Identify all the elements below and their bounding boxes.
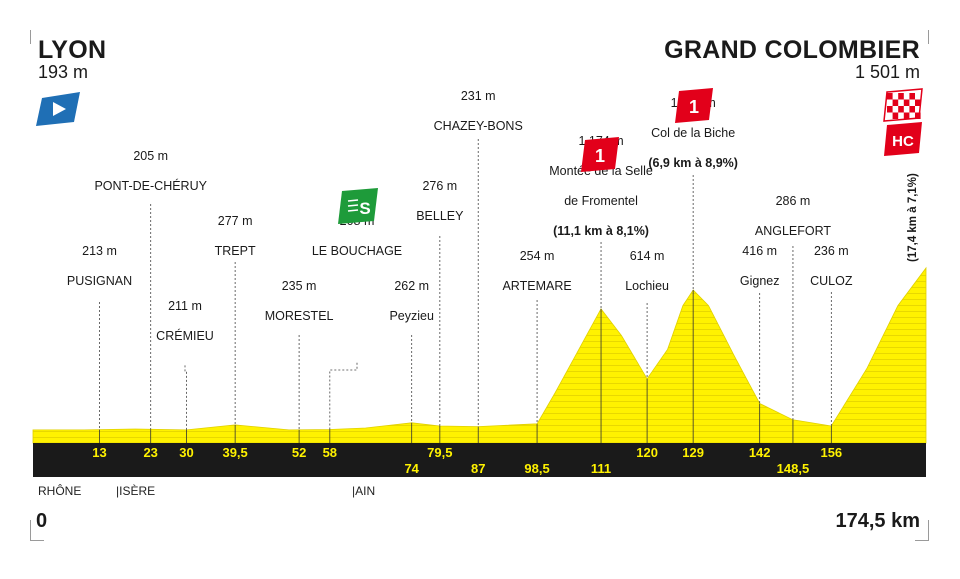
climb-badge-label: 1	[595, 146, 605, 166]
frame-right-bottom	[928, 520, 929, 540]
milestone-label: 254 m	[520, 249, 555, 263]
finish-altitude: 1 501 m	[854, 62, 920, 82]
sprint-speed-line	[347, 199, 359, 202]
milestone-label: 236 m	[814, 244, 849, 258]
km-label: 111	[591, 461, 611, 476]
milestone-label: (6,9 km à 8,9%)	[648, 156, 738, 170]
final-climb-detail: (17,4 km à 7,1%)	[907, 173, 919, 262]
climb-badge-label: 1	[689, 97, 699, 117]
milestone-label: TREPT	[215, 244, 256, 258]
milestone-label: Montée de la Selle	[549, 164, 653, 178]
milestone-leader	[329, 362, 358, 430]
milestone-label: 211 m	[168, 299, 202, 313]
km-band	[33, 443, 926, 477]
milestone-label: CHAZEY-BONS	[434, 119, 523, 133]
km-label: 23	[143, 445, 157, 460]
km-label: 52	[292, 445, 306, 460]
milestone-label: 286 m	[776, 194, 811, 208]
km-label: 58	[323, 445, 337, 460]
hc-badge-label: HC	[892, 133, 914, 150]
sprint-speed-line	[347, 204, 359, 207]
frame-right-top	[928, 30, 929, 44]
milestone-label: CRÉMIEU	[156, 328, 214, 343]
milestone-label: BELLEY	[416, 209, 464, 223]
milestone-label: de Fromentel	[564, 194, 638, 208]
milestone-label: 213 m	[82, 244, 117, 258]
distance-end: 174,5 km	[835, 510, 920, 532]
km-label: 156	[820, 445, 842, 460]
milestone-label: ANGLEFORT	[755, 224, 832, 238]
km-label: 148,5	[777, 461, 810, 476]
km-label: 39,5	[222, 445, 247, 460]
milestone-label: Col de la Biche	[651, 126, 735, 140]
frame-bottom-right	[915, 540, 929, 541]
km-label: 74	[404, 461, 419, 476]
milestone-label: PONT-DE-CHÉRUY	[94, 178, 207, 193]
region-label: RHÔNE	[38, 484, 82, 498]
sprint-speed-line	[347, 209, 359, 212]
hc-badge	[884, 122, 922, 156]
milestone-label: 235 m	[282, 279, 317, 293]
sprint-badge-label: S	[359, 199, 370, 218]
finish-town: GRAND COLOMBIER	[664, 36, 920, 64]
milestone-label: PUSIGNAN	[67, 274, 132, 288]
start-altitude: 193 m	[38, 62, 89, 82]
km-label: 30	[179, 445, 193, 460]
km-label: 142	[749, 445, 771, 460]
milestone-label: Gignez	[740, 274, 780, 288]
frame-left-top	[30, 30, 31, 44]
milestone-label: 277 m	[218, 214, 253, 228]
start-town: LYON	[38, 36, 107, 64]
milestone-label: 416 m	[742, 244, 777, 258]
region-label: |AIN	[352, 484, 376, 498]
milestone-leader	[184, 364, 187, 430]
milestone-label: 614 m	[630, 249, 665, 263]
milestone-label: 276 m	[422, 179, 457, 193]
milestone-label: MORESTEL	[265, 309, 334, 323]
milestone-label: Peyzieu	[389, 309, 434, 323]
frame-bottom-left	[30, 540, 44, 541]
profile-area	[32, 266, 927, 444]
region-label: |ISÈRE	[116, 484, 156, 498]
distance-start: 0	[36, 510, 48, 532]
frame-left-bottom	[30, 520, 31, 540]
milestone-label: ARTEMARE	[502, 279, 571, 293]
milestone-label: Lochieu	[625, 279, 669, 293]
milestone-label: 262 m	[394, 279, 429, 293]
finish-flag-icon	[883, 88, 923, 122]
play-icon	[53, 102, 66, 116]
km-label: 129	[682, 445, 704, 460]
milestone-label: 231 m	[461, 89, 496, 103]
climb-badge	[581, 137, 619, 172]
km-label: 13	[92, 445, 106, 460]
milestone-label: (11,1 km à 8,1%)	[553, 224, 649, 238]
sprint-badge	[338, 188, 378, 224]
km-label: 87	[471, 461, 485, 476]
km-label: 79,5	[427, 445, 452, 460]
km-label: 120	[636, 445, 658, 460]
milestone-label: CULOZ	[810, 274, 853, 288]
milestone-label: LE BOUCHAGE	[312, 244, 402, 258]
milestone-label: 205 m	[133, 149, 168, 163]
climb-badge	[675, 88, 713, 123]
km-label: 98,5	[524, 461, 549, 476]
